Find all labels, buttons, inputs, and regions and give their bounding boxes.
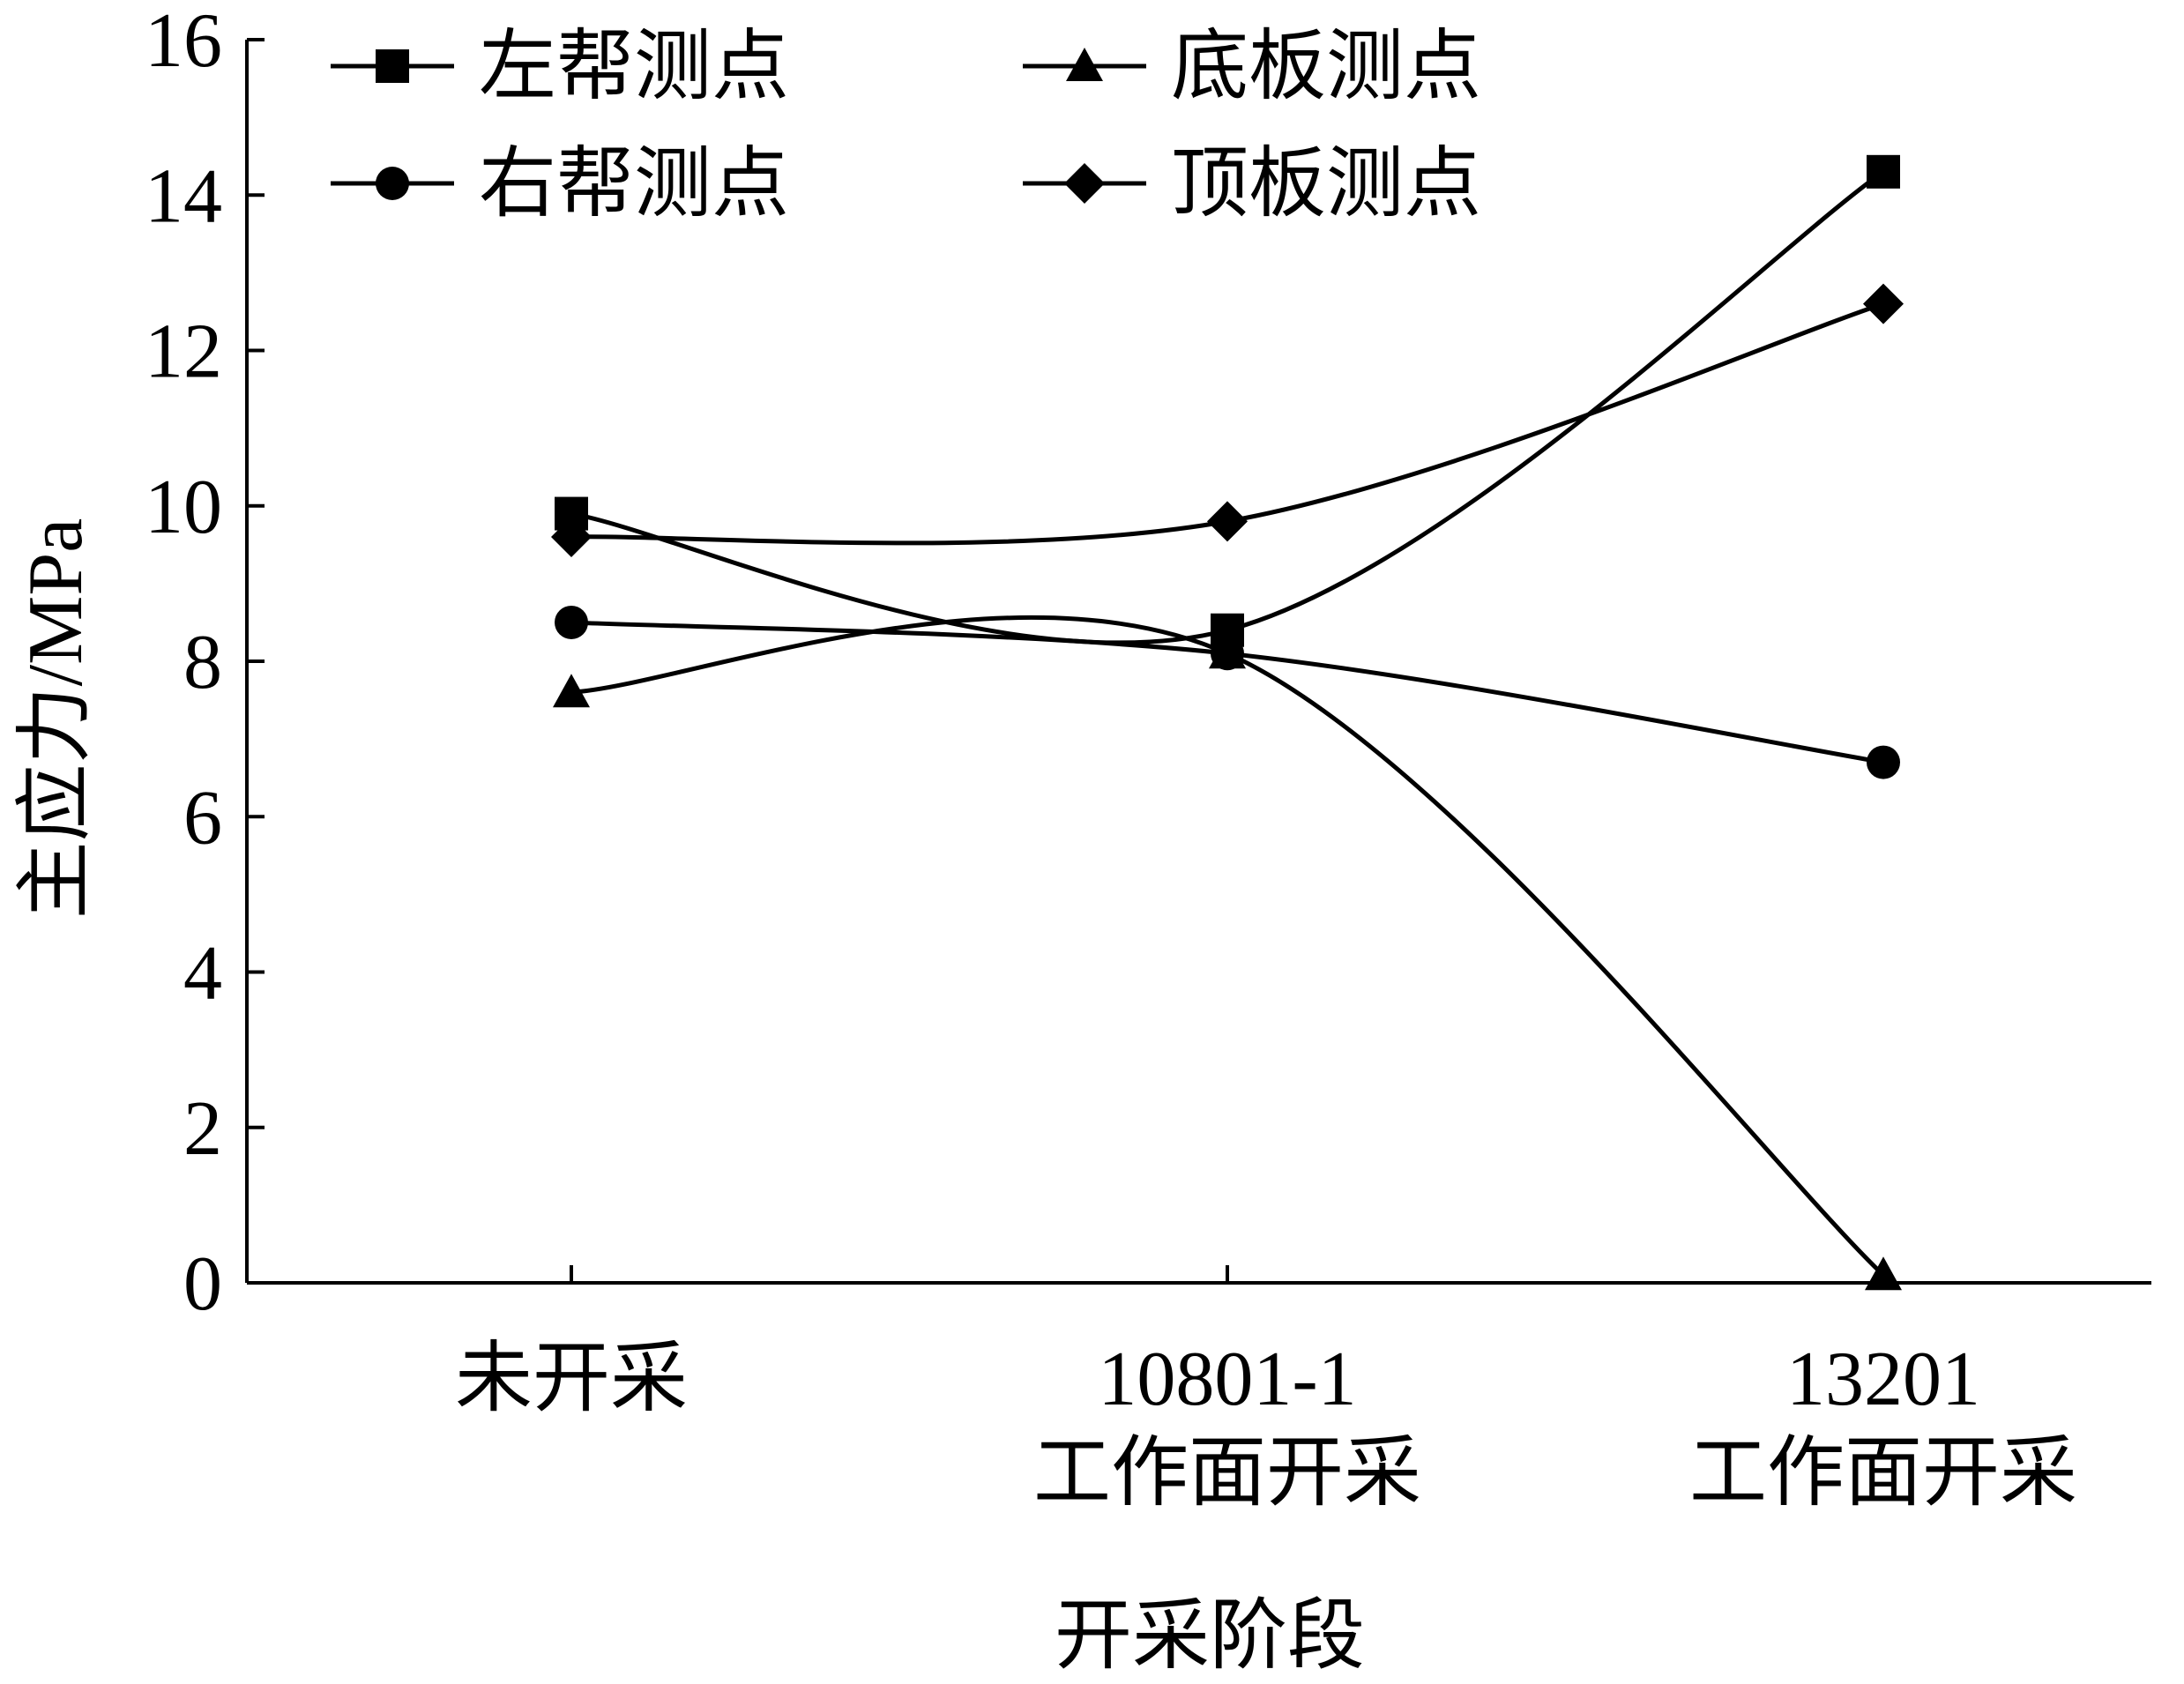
y-tick-label: 4	[183, 931, 222, 1017]
y-axis-ticks: 0 2 4 6 8 10 12 14 16	[145, 0, 265, 1327]
x-axis-ticks: 未开采 10801-1 工作面开采 13201 工作面开采	[455, 1265, 2077, 1516]
y-tick-label: 12	[145, 309, 222, 395]
legend-item: 顶板测点	[1023, 142, 1481, 227]
y-tick-label: 0	[183, 1241, 222, 1327]
legend-item: 底板测点	[1023, 25, 1481, 110]
y-tick-label: 10	[145, 465, 222, 550]
x-tick-label: 10801-1	[1098, 1337, 1356, 1422]
data-point-diamond	[551, 517, 592, 557]
data-point-circle	[1867, 745, 1900, 779]
series-triangle	[553, 615, 1902, 1291]
legend-label: 顶板测点	[1171, 142, 1481, 227]
x-axis-title: 开采阶段	[1055, 1594, 1365, 1680]
series-square	[555, 154, 1900, 647]
legend-marker-triangle	[1066, 48, 1103, 81]
legend-label: 左帮测点	[479, 25, 789, 110]
y-tick-label: 14	[145, 153, 222, 239]
y-tick-label: 8	[183, 620, 222, 705]
data-point-triangle	[1865, 1256, 1902, 1291]
legend-label: 底板测点	[1171, 25, 1481, 110]
legend-marker-circle	[376, 167, 409, 200]
data-point-circle	[555, 605, 588, 639]
data-point-diamond	[1863, 283, 1904, 324]
x-tick-label: 工作面开采	[1689, 1431, 2077, 1516]
legend-label: 右帮测点	[479, 142, 789, 227]
legend-item: 右帮测点	[331, 142, 789, 227]
series-diamond	[551, 283, 1904, 557]
legend-marker-square	[376, 49, 409, 83]
x-tick-label: 13201	[1786, 1337, 1980, 1422]
series-group	[551, 154, 1904, 1291]
series-line	[570, 615, 1885, 1278]
x-tick-label: 未开采	[455, 1337, 688, 1422]
y-tick-label: 6	[183, 775, 222, 861]
y-tick-label: 16	[145, 0, 222, 84]
data-point-square	[1867, 154, 1900, 189]
data-point-triangle	[1209, 635, 1246, 669]
y-axis-title: 主应力/MPa	[13, 518, 99, 920]
legend-item: 左帮测点	[331, 25, 789, 110]
legend-marker-diamond	[1064, 163, 1105, 204]
series-line	[570, 169, 1885, 645]
y-tick-label: 2	[183, 1086, 222, 1172]
x-tick-label: 工作面开采	[1033, 1431, 1421, 1516]
data-point-diamond	[1207, 501, 1248, 542]
data-point-triangle	[553, 674, 590, 708]
